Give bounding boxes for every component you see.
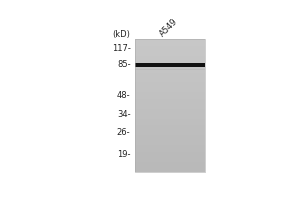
Text: A549: A549 — [158, 17, 179, 39]
Bar — [135, 152, 205, 155]
Bar — [135, 116, 205, 119]
Text: 117-: 117- — [112, 44, 130, 53]
Bar — [135, 39, 205, 43]
Bar — [135, 129, 205, 132]
Bar — [135, 96, 205, 99]
Bar — [135, 149, 205, 152]
Bar — [135, 76, 205, 79]
Bar — [135, 63, 205, 66]
Bar — [135, 56, 205, 59]
Bar — [135, 73, 205, 76]
Bar — [135, 106, 205, 109]
Text: 85-: 85- — [117, 60, 130, 69]
Bar — [135, 109, 205, 112]
Bar — [135, 139, 205, 142]
Bar — [135, 63, 205, 67]
Bar — [135, 39, 205, 172]
Bar — [135, 66, 205, 69]
Bar — [135, 142, 205, 145]
Text: (kD): (kD) — [112, 30, 130, 39]
Bar — [135, 86, 205, 89]
Bar — [135, 169, 205, 172]
Bar — [135, 145, 205, 149]
Text: 26-: 26- — [117, 128, 130, 137]
Bar — [135, 132, 205, 135]
Bar — [135, 69, 205, 73]
Bar — [135, 82, 205, 86]
Bar — [135, 119, 205, 122]
Text: 34-: 34- — [117, 110, 130, 119]
Bar — [135, 122, 205, 125]
Bar — [135, 159, 205, 162]
Bar — [135, 99, 205, 102]
Bar — [135, 89, 205, 92]
Bar — [135, 92, 205, 96]
Bar — [135, 155, 205, 159]
Bar — [135, 135, 205, 139]
Bar — [135, 69, 205, 70]
Bar — [135, 125, 205, 129]
Text: 19-: 19- — [117, 150, 130, 159]
Bar — [135, 59, 205, 63]
Bar — [135, 53, 205, 56]
Text: 48-: 48- — [117, 91, 130, 100]
Bar — [135, 43, 205, 46]
Bar — [135, 165, 205, 169]
Bar — [135, 102, 205, 106]
Bar — [135, 112, 205, 116]
Bar — [135, 162, 205, 165]
Bar — [135, 79, 205, 82]
Bar — [135, 46, 205, 49]
Bar — [135, 49, 205, 53]
